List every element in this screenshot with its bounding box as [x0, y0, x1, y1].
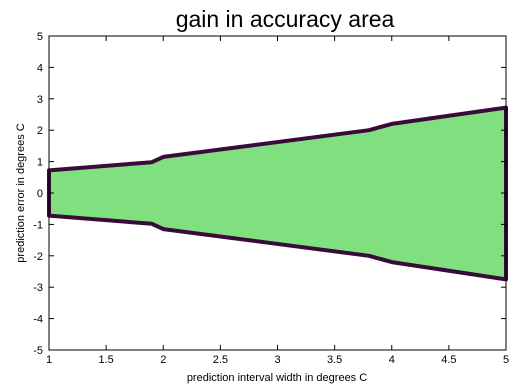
y-axis-label: prediction error in degrees C [15, 123, 27, 262]
y-tick-label: -4 [33, 314, 43, 326]
y-tick-label: -2 [33, 251, 43, 263]
y-tick-label: 2 [37, 125, 43, 137]
plot-layer [47, 105, 508, 282]
x-tick-label: 2 [160, 354, 166, 366]
ticks-layer: 1 1.5 2 2.5 3 3.5 4 4.5 5 5 4 3 2 1 0 -1 -2 -3 -4 -5 [33, 31, 509, 366]
x-tick-label: 1 [46, 354, 52, 366]
y-tick-label: 4 [37, 62, 43, 74]
accuracy-area-0 [47, 105, 508, 282]
y-tick-label: 0 [37, 188, 43, 200]
y-tick-label: -3 [33, 282, 43, 294]
y-tick-label: 5 [37, 31, 43, 43]
y-tick-label: 3 [37, 94, 43, 106]
x-tick-label: 2.5 [213, 354, 228, 366]
y-tick-label: -1 [33, 219, 43, 231]
chart-title: gain in accuracy area [176, 6, 395, 32]
y-tick-label: 1 [37, 157, 43, 169]
x-tick-label: 4.5 [441, 354, 456, 366]
x-tick-label: 4 [389, 354, 395, 366]
x-axis-label: prediction interval width in degrees C [187, 372, 367, 384]
x-tick-label: 3.5 [327, 354, 342, 366]
x-tick-label: 3 [274, 354, 280, 366]
x-tick-label: 5 [503, 354, 509, 366]
y-tick-label: -5 [33, 345, 43, 357]
x-tick-label: 1.5 [98, 354, 113, 366]
